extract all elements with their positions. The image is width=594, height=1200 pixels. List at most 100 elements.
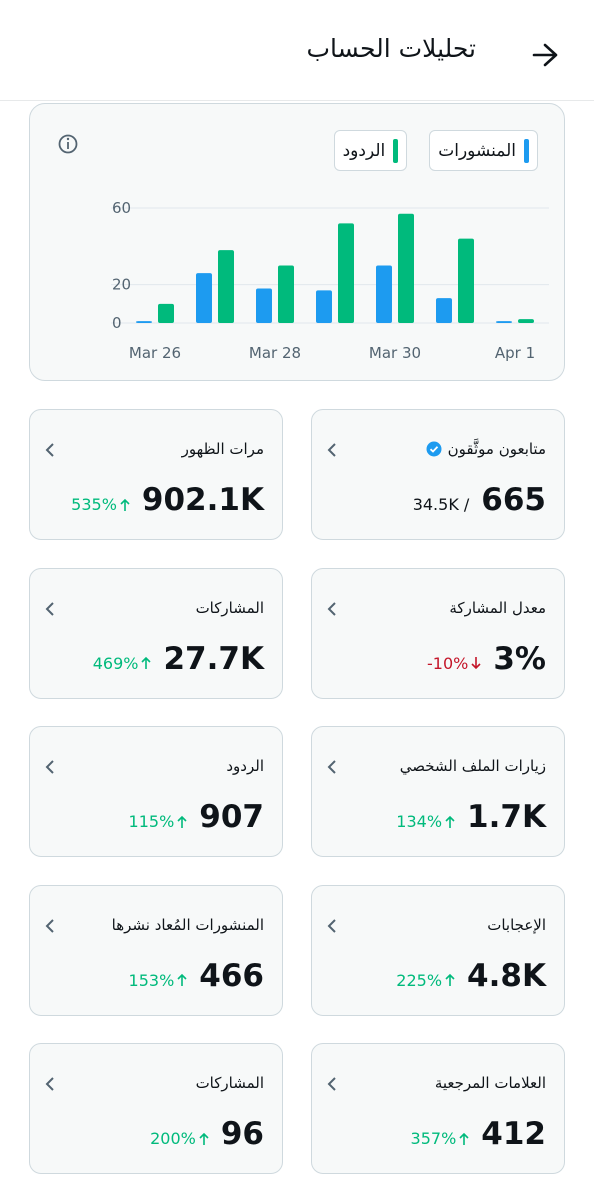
- card-title-text: الإعجابات: [487, 915, 546, 934]
- trend-arrow-path: [445, 973, 455, 986]
- trend-arrow-path: [141, 656, 152, 669]
- y-tick-label: 20: [112, 276, 131, 294]
- card-bottom: 96 200%: [150, 1116, 264, 1152]
- card-bottom: 902.1K 535%: [71, 482, 264, 518]
- stat-card[interactable]: مرات الظهور 902.1K 535%: [29, 409, 283, 540]
- chevron: [327, 918, 336, 933]
- stat-card[interactable]: العلامات المرجعية 412 357%: [311, 1043, 565, 1174]
- card-title-text: المشاركات: [195, 598, 264, 617]
- card-value: 665: [481, 482, 546, 518]
- badge-check: [429, 446, 438, 453]
- change-text: 535%: [71, 495, 117, 514]
- card-change: 115%: [129, 812, 188, 831]
- stat-card[interactable]: متابعون موثَّقون 665 34.5K /: [311, 409, 565, 540]
- stat-card[interactable]: زيارات الملف الشخصي 1.7K 134%: [311, 726, 565, 857]
- chevron-path: [327, 760, 336, 774]
- card-title-text: الردود: [226, 757, 264, 775]
- y-tick-label: 0: [112, 314, 122, 332]
- stat-card[interactable]: المشاركات 27.7K 469%: [29, 567, 283, 699]
- legend-label: الردود: [342, 140, 386, 161]
- change-text: -10%: [427, 653, 469, 673]
- chevron: [45, 918, 54, 933]
- change-text: 357%: [410, 1129, 457, 1148]
- chevron-path: [45, 760, 54, 774]
- card-change: 469%: [93, 654, 152, 673]
- verified-badge: [426, 441, 442, 457]
- back-button[interactable]: [530, 40, 560, 70]
- chevron-path: [45, 443, 54, 457]
- bar: [196, 273, 212, 323]
- card-title: المشاركات: [196, 1074, 264, 1092]
- card-sub: 34.5K /: [412, 495, 470, 514]
- card-change: 225%: [396, 971, 455, 990]
- trend-arrow-path: [177, 815, 187, 828]
- card-bottom: 4.8K 225%: [396, 958, 546, 994]
- trend-arrow-path: [199, 1132, 209, 1145]
- card-title: الإعجابات: [487, 916, 546, 934]
- x-tick-label: Mar 26: [129, 344, 181, 362]
- trend-arrow: [120, 498, 130, 511]
- bar: [376, 265, 392, 323]
- trend-arrow: [177, 815, 187, 828]
- card-title: مرات الظهور: [182, 440, 264, 458]
- stat-card[interactable]: الردود 907 115%: [29, 726, 283, 857]
- change-text: 134%: [396, 812, 443, 831]
- card-value: 1.7K: [467, 799, 546, 835]
- bar: [316, 290, 332, 323]
- card-title-text: المشاركات: [195, 1074, 264, 1092]
- trend-arrow-path: [177, 973, 187, 986]
- card-value: 907: [199, 799, 264, 835]
- chevron-path: [327, 1077, 336, 1091]
- bar: [256, 288, 272, 323]
- bar: [136, 321, 152, 323]
- card-bottom: 3% -10%: [427, 641, 546, 677]
- trend-arrow: [471, 657, 481, 670]
- card-value: 412: [481, 1116, 546, 1152]
- card-change: 134%: [396, 812, 455, 831]
- chevron-path: [45, 918, 54, 933]
- stat-card[interactable]: الإعجابات 4.8K 225%: [311, 884, 565, 1016]
- info-icon[interactable]: [58, 134, 78, 154]
- bar: [218, 250, 234, 323]
- card-value: 466: [199, 957, 264, 994]
- divider: [0, 100, 594, 101]
- header-title: تحليلات الحساب: [306, 34, 476, 63]
- chevron: [327, 443, 336, 457]
- card-title-text: زيارات الملف الشخصي: [399, 757, 546, 775]
- card-title-text: متابعون موثَّقون: [447, 440, 546, 458]
- chevron-path: [45, 1077, 54, 1091]
- bar: [398, 213, 414, 323]
- card-change: 535%: [71, 495, 130, 514]
- chart-card: 0 20 60 Mar 26 Mar 28 Mar 30 Apr 1 المنشورات ال…: [29, 103, 565, 381]
- chevron: [45, 443, 54, 457]
- card-value: 96: [220, 1116, 264, 1152]
- x-tick-label: Mar 28: [249, 344, 301, 362]
- bar: [436, 298, 452, 323]
- change-text: 115%: [128, 812, 175, 831]
- change-text: 153%: [128, 970, 175, 990]
- change-text: 200%: [150, 1129, 196, 1148]
- trend-arrow: [199, 1132, 209, 1145]
- bar: [338, 223, 354, 323]
- trend-arrow: [459, 1132, 469, 1145]
- card-title: معدل المشاركة: [449, 599, 546, 617]
- chevron: [45, 1077, 54, 1091]
- stat-card[interactable]: معدل المشاركة 3% -10%: [311, 567, 565, 699]
- card-bottom: 412 357%: [411, 1116, 546, 1152]
- card-change: 200%: [150, 1129, 209, 1148]
- card-change: 357%: [411, 1129, 470, 1148]
- stat-card[interactable]: المنشورات المُعاد نشرها 466 153%: [29, 884, 283, 1016]
- trend-arrow-path: [120, 498, 130, 511]
- y-tick-label: 60: [112, 199, 131, 217]
- chevron-path: [327, 443, 336, 457]
- card-title: زيارات الملف الشخصي: [400, 757, 546, 775]
- legend-item: الردود: [333, 130, 408, 171]
- legend-swatch: [393, 138, 399, 163]
- legend: المنشورات الردود: [333, 130, 538, 171]
- chevron: [327, 601, 336, 616]
- chevron: [45, 601, 54, 616]
- card-title-text: معدل المشاركة: [449, 598, 546, 617]
- card-bottom: 907 115%: [129, 799, 264, 835]
- stat-card[interactable]: المشاركات 96 200%: [29, 1043, 283, 1174]
- bar: [278, 265, 294, 323]
